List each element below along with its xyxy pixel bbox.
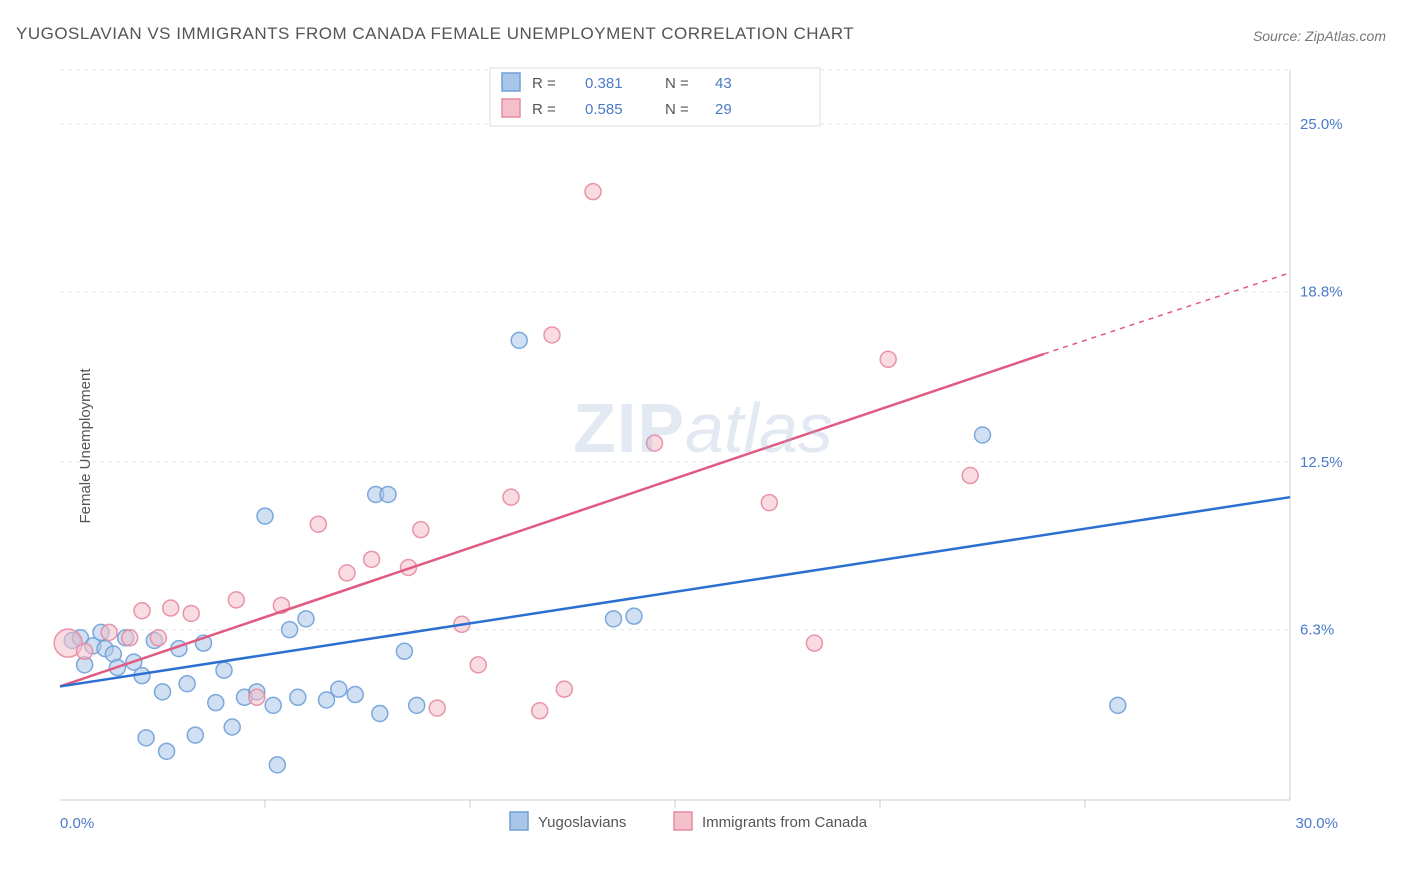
svg-text:30.0%: 30.0% [1295, 815, 1338, 832]
svg-text:0.381: 0.381 [585, 75, 623, 92]
svg-text:6.3%: 6.3% [1300, 622, 1334, 639]
scatter-chart: 6.3% 12.5% 18.8% 25.0% 0.0% 30.0% R = 0.381 N = 4… [50, 60, 1350, 840]
svg-text:29: 29 [715, 101, 732, 118]
svg-text:0.585: 0.585 [585, 101, 623, 118]
svg-text:25.0%: 25.0% [1300, 116, 1343, 133]
svg-text:N =: N = [665, 75, 689, 92]
svg-text:Immigrants from Canada: Immigrants from Canada [702, 814, 868, 831]
svg-text:Yugoslavians: Yugoslavians [538, 814, 626, 831]
svg-text:R =: R = [532, 75, 556, 92]
svg-text:N =: N = [665, 101, 689, 118]
chart-title: YUGOSLAVIAN VS IMMIGRANTS FROM CANADA FE… [16, 24, 854, 44]
svg-text:18.8%: 18.8% [1300, 284, 1343, 301]
svg-text:12.5%: 12.5% [1300, 454, 1343, 471]
chart-area: 6.3% 12.5% 18.8% 25.0% 0.0% 30.0% R = 0.381 N = 4… [50, 60, 1350, 840]
svg-text:R =: R = [532, 101, 556, 118]
source-label: Source: ZipAtlas.com [1253, 28, 1386, 44]
svg-text:0.0%: 0.0% [60, 815, 94, 832]
svg-text:43: 43 [715, 75, 732, 92]
